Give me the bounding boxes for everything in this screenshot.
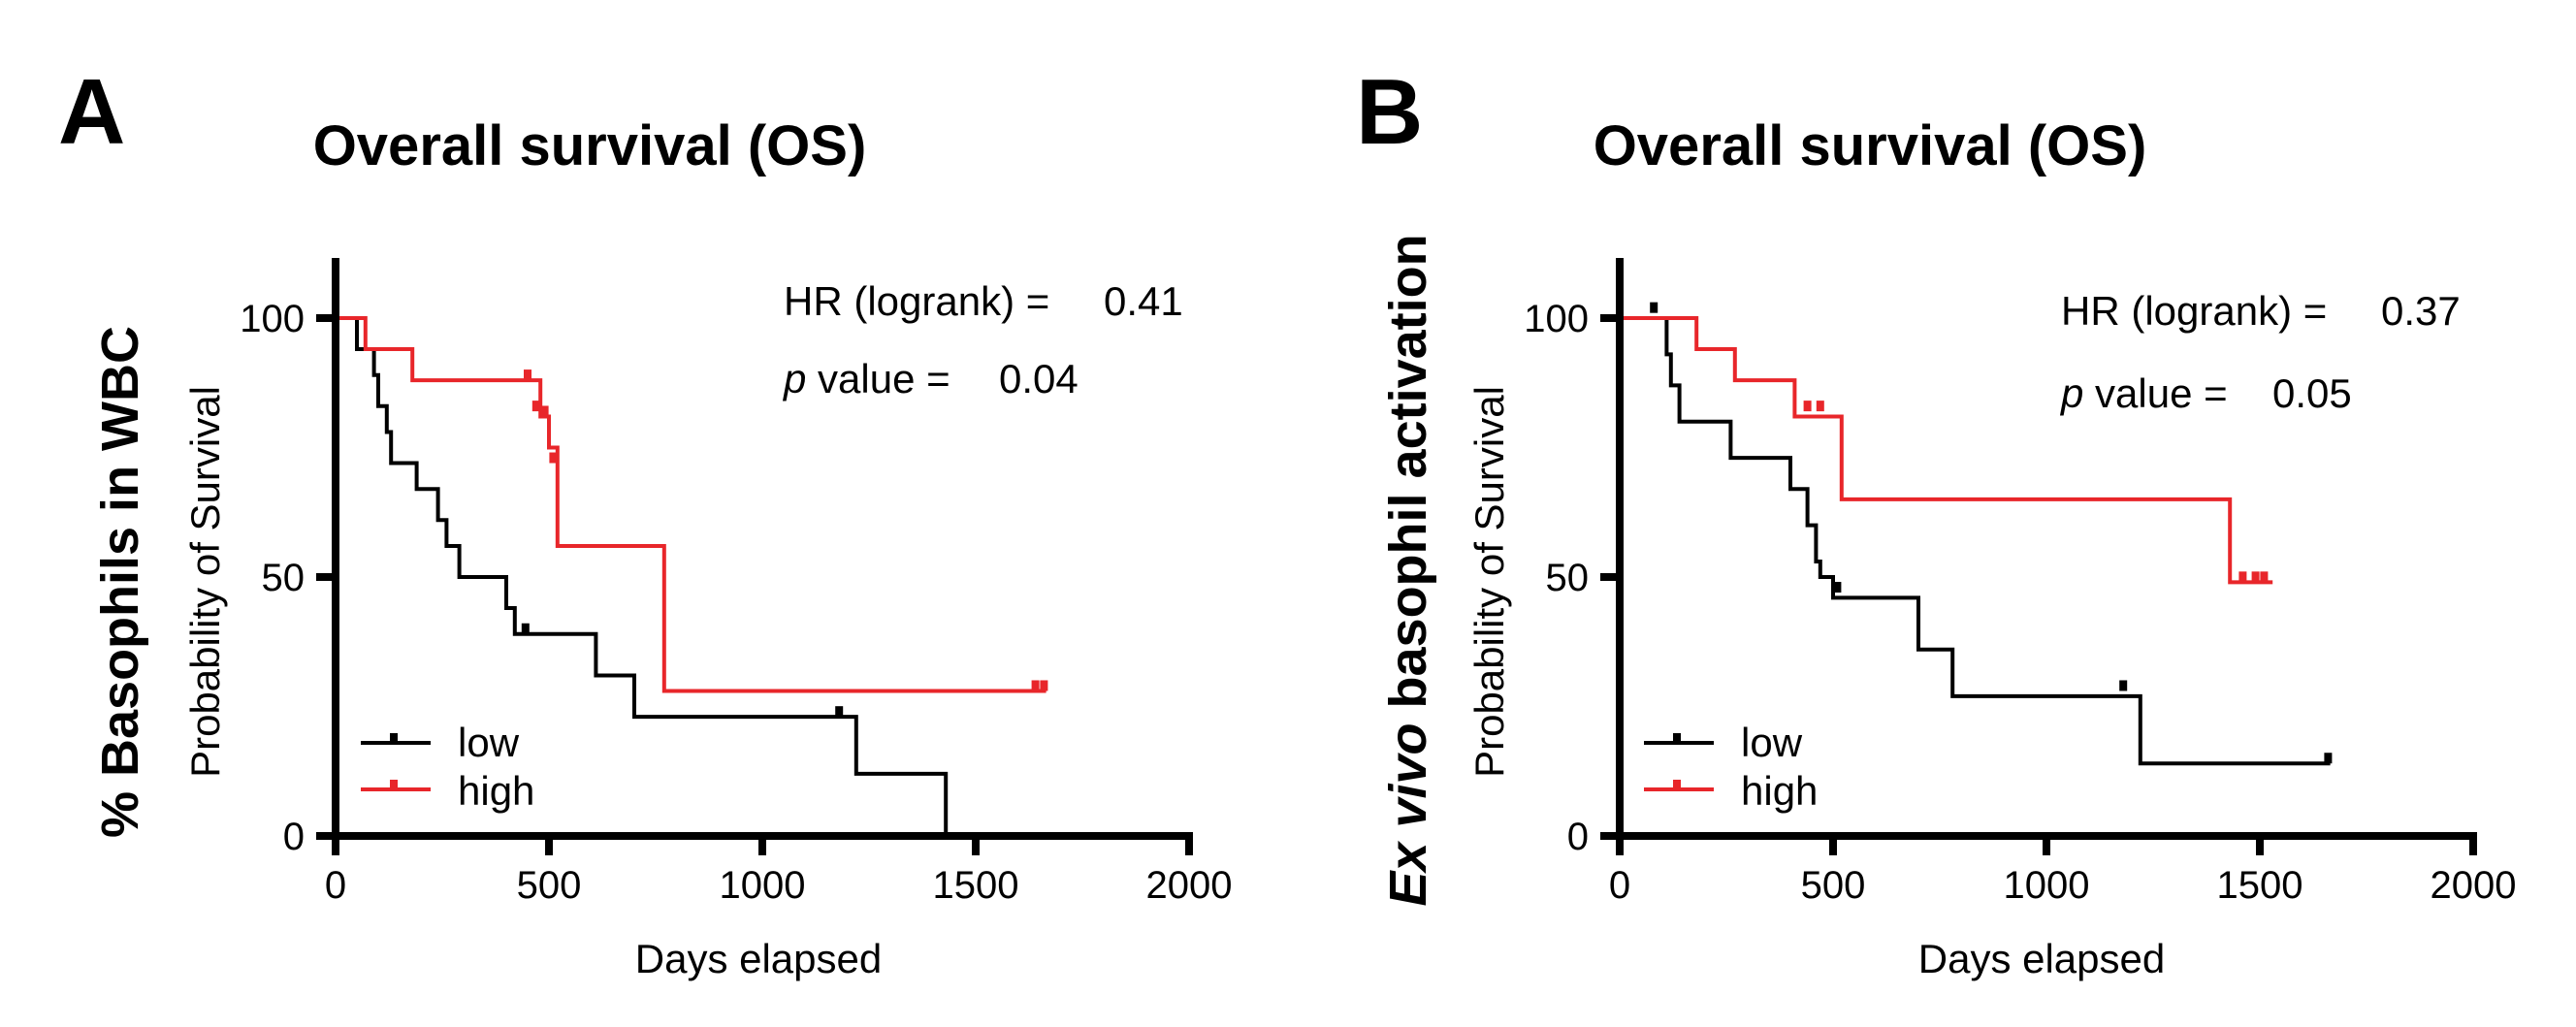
- censor-mark-low-b-2: [2119, 680, 2128, 691]
- y-axis-label-b: Probability of Survival: [1466, 386, 1512, 778]
- censor-mark-low-a-0: [521, 623, 530, 634]
- x-tick-label-a-0: 0: [325, 864, 346, 907]
- y-tick-label-b-0: 0: [1567, 816, 1589, 858]
- hr-value-b: 0.37: [2381, 288, 2461, 334]
- p-value-label-a: p value =: [782, 356, 950, 401]
- censor-mark-high-a-0: [524, 369, 531, 381]
- x-tick-label-a-2: 1000: [720, 864, 806, 907]
- p-italic-b: p: [2059, 370, 2083, 416]
- legend-label-low-b: low: [1741, 720, 1803, 765]
- p-value-b: 0.05: [2272, 370, 2352, 416]
- km-curve-low-b: [1620, 316, 2331, 766]
- censor-mark-high-a-3: [549, 452, 558, 464]
- side-label-b: Ex vivo basophil activation: [1379, 234, 1437, 906]
- x-tick-label-a-4: 2000: [1146, 864, 1233, 907]
- axes-b: [1616, 258, 2477, 840]
- panel-a: A Overall survival (OS) % Basophils in W…: [58, 60, 1232, 981]
- chart-title-a: Overall survival (OS): [313, 114, 867, 177]
- legend-a: low high: [361, 720, 534, 814]
- side-label-text-a: % Basophils in WBC: [91, 326, 149, 838]
- legend-label-low-a: low: [458, 720, 520, 765]
- x-tick-label-b-3: 1500: [2217, 864, 2303, 907]
- censor-mark-low-b-1: [1833, 582, 1842, 594]
- y-tick-label-b-1: 50: [1546, 557, 1590, 599]
- y-tick-label-a-2: 100: [240, 298, 305, 340]
- censor-mark-high-b-4: [2260, 571, 2269, 583]
- p-italic-a: p: [782, 356, 806, 401]
- legend-b: low high: [1644, 720, 1818, 814]
- panel-b: B Overall survival (OS) Ex vivo basophil…: [1356, 60, 2516, 981]
- censor-mark-high-b-1: [1816, 401, 1824, 412]
- legend-censor-high-a: [390, 780, 398, 789]
- x-tick-label-b-1: 500: [1801, 864, 1866, 907]
- censor-mark-low-b-0: [1650, 302, 1658, 313]
- panel-letter-b: B: [1356, 60, 1423, 164]
- x-axis-label-a: Days elapsed: [635, 936, 882, 981]
- censor-mark-high-a-1: [531, 401, 540, 412]
- legend-label-high-b: high: [1741, 768, 1818, 814]
- side-label-italic-b: Ex vivo: [1379, 722, 1437, 906]
- y-tick-label-a-1: 50: [262, 557, 306, 599]
- censor-mark-high-b-3: [2251, 571, 2260, 583]
- censor-mark-high-a-5: [1040, 680, 1048, 691]
- x-tick-label-b-0: 0: [1609, 864, 1630, 907]
- y-tick-label-a-0: 0: [283, 816, 305, 858]
- y-tick-label-b-2: 100: [1524, 298, 1589, 340]
- side-label-text-b: basophil activation: [1379, 234, 1437, 722]
- p-value-label-b: p value =: [2059, 370, 2228, 416]
- axes-a: [332, 258, 1193, 840]
- hr-value-a: 0.41: [1104, 278, 1183, 324]
- x-tick-label-a-1: 500: [517, 864, 582, 907]
- x-tick-label-a-3: 1500: [933, 864, 1019, 907]
- curves-b: [1620, 302, 2333, 766]
- p-text-b: value =: [2083, 370, 2227, 416]
- x-tick-label-b-4: 2000: [2431, 864, 2517, 907]
- panel-letter-a: A: [58, 60, 125, 164]
- km-curve-low-a: [336, 316, 949, 836]
- legend-censor-low-b: [1673, 733, 1681, 743]
- x-axis-label-b: Days elapsed: [1918, 936, 2165, 981]
- km-curve-high-b: [1620, 316, 2273, 585]
- y-axis-label-a: Probability of Survival: [182, 386, 228, 778]
- hr-label-b: HR (logrank) =: [2061, 288, 2327, 334]
- p-value-a: 0.04: [999, 356, 1079, 401]
- censor-mark-high-a-2: [540, 405, 549, 417]
- ticks-a: 0 500 1000 1500 2000 0 50 100: [240, 298, 1232, 907]
- censor-mark-low-b-3: [2324, 753, 2333, 764]
- p-text-a: value =: [806, 356, 950, 401]
- legend-label-high-a: high: [458, 768, 534, 814]
- censor-mark-high-b-0: [1803, 401, 1812, 412]
- censor-mark-high-a-4: [1031, 680, 1040, 691]
- side-label-a: % Basophils in WBC: [91, 326, 149, 838]
- curves-a: [336, 316, 1048, 836]
- censor-mark-low-a-1: [835, 706, 844, 718]
- hr-label-a: HR (logrank) =: [784, 278, 1049, 324]
- legend-censor-low-a: [390, 733, 398, 743]
- chart-title-b: Overall survival (OS): [1594, 114, 2147, 177]
- censor-mark-high-b-2: [2238, 571, 2247, 583]
- legend-censor-high-b: [1673, 780, 1681, 789]
- x-tick-label-b-2: 1000: [2004, 864, 2090, 907]
- ticks-b: 0 500 1000 1500 2000 0 50 100: [1524, 298, 2516, 907]
